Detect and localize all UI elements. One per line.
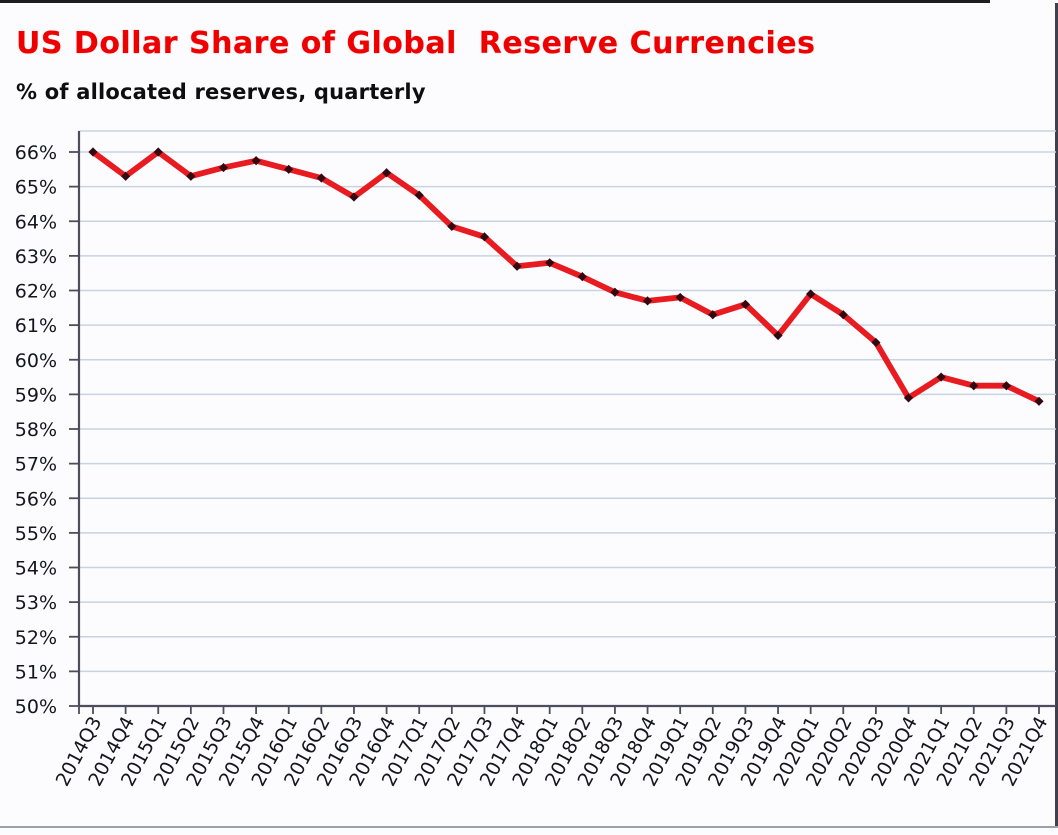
y-tick-label: 64% xyxy=(15,211,57,233)
chart-title: US Dollar Share of Global Reserve Curren… xyxy=(16,26,816,61)
data-point-marker xyxy=(447,221,457,232)
data-point-marker xyxy=(349,192,359,202)
y-tick-label: 50% xyxy=(15,696,57,718)
data-point-marker xyxy=(1001,381,1011,391)
y-tick-label: 54% xyxy=(15,558,57,580)
data-point-marker xyxy=(936,372,946,382)
y-tick-label: 52% xyxy=(15,627,57,649)
data-point-marker xyxy=(218,162,229,173)
data-point-marker xyxy=(284,164,294,174)
chart-subtitle: % of allocated reserves, quarterly xyxy=(16,80,426,104)
data-point-marker xyxy=(88,147,98,157)
y-tick-label: 62% xyxy=(15,281,57,303)
y-tick-label: 55% xyxy=(15,523,57,545)
data-point-marker xyxy=(316,173,326,183)
window-bottom-border xyxy=(0,826,1058,828)
data-point-marker xyxy=(610,287,620,297)
data-point-marker xyxy=(414,190,424,200)
data-point-marker xyxy=(838,310,848,320)
data-point-marker xyxy=(708,310,718,320)
data-point-marker xyxy=(479,232,490,242)
data-point-marker xyxy=(121,171,131,181)
data-point-marker xyxy=(186,171,196,181)
data-point-marker xyxy=(1034,396,1044,406)
data-point-marker xyxy=(381,168,392,178)
data-point-marker xyxy=(153,147,163,157)
y-tick-label: 61% xyxy=(15,315,57,337)
y-tick-label: 51% xyxy=(15,661,57,683)
data-point-marker xyxy=(871,337,881,348)
y-tick-label: 56% xyxy=(15,488,57,510)
data-point-marker xyxy=(773,330,783,341)
data-point-marker xyxy=(740,299,751,309)
y-tick-label: 59% xyxy=(15,384,57,406)
y-tick-label: 65% xyxy=(15,177,57,199)
data-point-marker xyxy=(806,289,816,299)
data-point-marker xyxy=(903,393,914,403)
y-tick-label: 53% xyxy=(15,592,57,614)
data-point-marker xyxy=(251,156,261,166)
data-point-marker xyxy=(642,296,653,306)
y-tick-label: 60% xyxy=(15,350,57,372)
y-tick-label: 57% xyxy=(15,454,57,476)
y-tick-label: 63% xyxy=(15,246,57,268)
data-point-marker xyxy=(577,272,587,282)
window-top-border xyxy=(0,0,990,3)
data-point-marker xyxy=(545,258,555,268)
y-tick-label: 66% xyxy=(15,142,57,164)
window-right-border xyxy=(1055,3,1058,827)
y-tick-label: 58% xyxy=(15,419,57,441)
data-point-marker xyxy=(675,292,685,303)
data-point-marker xyxy=(512,261,522,271)
data-line xyxy=(90,149,1042,405)
data-point-marker xyxy=(969,381,979,391)
